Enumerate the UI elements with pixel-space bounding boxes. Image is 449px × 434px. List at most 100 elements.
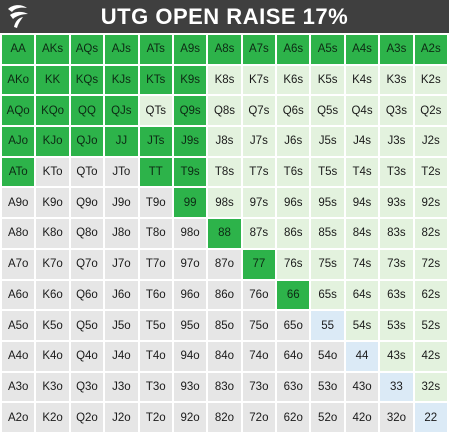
hand-cell-98s[interactable]: 98s — [208, 188, 241, 218]
hand-cell-j2o[interactable]: J2o — [105, 403, 138, 432]
hand-cell-33[interactable]: 33 — [380, 372, 413, 402]
hand-cell-j8o[interactable]: J8o — [105, 219, 138, 248]
hand-cell-74s[interactable]: 74s — [345, 249, 379, 279]
hand-cell-52s[interactable]: 52s — [414, 311, 447, 340]
hand-cell-76s[interactable]: 76s — [277, 249, 310, 279]
hand-cell-kjo[interactable]: KJo — [36, 127, 69, 156]
hand-cell-t3s[interactable]: T3s — [380, 157, 413, 187]
hand-cell-87o[interactable]: 87o — [208, 249, 241, 279]
hand-cell-a4o[interactable]: A4o — [2, 341, 35, 371]
hand-cell-ats[interactable]: ATs — [139, 35, 172, 64]
hand-cell-qjs[interactable]: QJs — [105, 96, 138, 126]
hand-cell-72s[interactable]: 72s — [414, 249, 447, 279]
hand-cell-93s[interactable]: 93s — [380, 188, 413, 218]
hand-cell-tt[interactable]: TT — [139, 157, 172, 187]
hand-cell-75o[interactable]: 75o — [242, 311, 276, 340]
hand-cell-k4o[interactable]: K4o — [36, 341, 69, 371]
hand-cell-55[interactable]: 55 — [311, 311, 344, 340]
hand-cell-t4s[interactable]: T4s — [345, 157, 379, 187]
hand-cell-62s[interactable]: 62s — [414, 280, 447, 310]
hand-cell-t5s[interactable]: T5s — [311, 157, 344, 187]
hand-cell-q6o[interactable]: Q6o — [70, 280, 104, 310]
hand-cell-t7o[interactable]: T7o — [139, 249, 172, 279]
hand-cell-65o[interactable]: 65o — [277, 311, 310, 340]
hand-cell-85o[interactable]: 85o — [208, 311, 241, 340]
hand-cell-a9s[interactable]: A9s — [173, 35, 207, 64]
hand-cell-a6s[interactable]: A6s — [277, 35, 310, 64]
hand-cell-j6s[interactable]: J6s — [277, 127, 310, 156]
hand-cell-jto[interactable]: JTo — [105, 157, 138, 187]
hand-cell-52o[interactable]: 52o — [311, 403, 344, 432]
hand-cell-54o[interactable]: 54o — [311, 341, 344, 371]
hand-cell-54s[interactable]: 54s — [345, 311, 379, 340]
hand-cell-qq[interactable]: QQ — [70, 96, 104, 126]
hand-cell-99[interactable]: 99 — [173, 188, 207, 218]
hand-cell-j2s[interactable]: J2s — [414, 127, 447, 156]
hand-cell-98o[interactable]: 98o — [173, 219, 207, 248]
hand-cell-qjo[interactable]: QJo — [70, 127, 104, 156]
hand-cell-53s[interactable]: 53s — [380, 311, 413, 340]
hand-cell-63s[interactable]: 63s — [380, 280, 413, 310]
hand-cell-q5o[interactable]: Q5o — [70, 311, 104, 340]
hand-cell-94s[interactable]: 94s — [345, 188, 379, 218]
hand-cell-aqo[interactable]: AQo — [2, 96, 35, 126]
hand-cell-83o[interactable]: 83o — [208, 372, 241, 402]
hand-cell-85s[interactable]: 85s — [311, 219, 344, 248]
hand-cell-k6s[interactable]: K6s — [277, 65, 310, 95]
hand-cell-kto[interactable]: KTo — [36, 157, 69, 187]
hand-cell-kqo[interactable]: KQo — [36, 96, 69, 126]
hand-cell-q2o[interactable]: Q2o — [70, 403, 104, 432]
hand-cell-73s[interactable]: 73s — [380, 249, 413, 279]
hand-cell-t6o[interactable]: T6o — [139, 280, 172, 310]
hand-cell-ajo[interactable]: AJo — [2, 127, 35, 156]
hand-cell-k7o[interactable]: K7o — [36, 249, 69, 279]
hand-cell-t8s[interactable]: T8s — [208, 157, 241, 187]
hand-cell-97s[interactable]: 97s — [242, 188, 276, 218]
hand-cell-qto[interactable]: QTo — [70, 157, 104, 187]
hand-cell-75s[interactable]: 75s — [311, 249, 344, 279]
hand-cell-97o[interactable]: 97o — [173, 249, 207, 279]
hand-cell-66[interactable]: 66 — [277, 280, 310, 310]
hand-cell-aks[interactable]: AKs — [36, 35, 69, 64]
hand-cell-82s[interactable]: 82s — [414, 219, 447, 248]
hand-cell-76o[interactable]: 76o — [242, 280, 276, 310]
hand-cell-k3o[interactable]: K3o — [36, 372, 69, 402]
hand-cell-t3o[interactable]: T3o — [139, 372, 172, 402]
hand-cell-t9s[interactable]: T9s — [173, 157, 207, 187]
hand-cell-a3o[interactable]: A3o — [2, 372, 35, 402]
hand-cell-j4o[interactable]: J4o — [105, 341, 138, 371]
hand-cell-j5o[interactable]: J5o — [105, 311, 138, 340]
hand-cell-86o[interactable]: 86o — [208, 280, 241, 310]
hand-cell-62o[interactable]: 62o — [277, 403, 310, 432]
hand-cell-t8o[interactable]: T8o — [139, 219, 172, 248]
hand-cell-53o[interactable]: 53o — [311, 372, 344, 402]
hand-cell-42o[interactable]: 42o — [345, 403, 379, 432]
hand-cell-k6o[interactable]: K6o — [36, 280, 69, 310]
hand-cell-43o[interactable]: 43o — [345, 372, 379, 402]
hand-cell-k8o[interactable]: K8o — [36, 219, 69, 248]
hand-cell-q7o[interactable]: Q7o — [70, 249, 104, 279]
hand-cell-k2s[interactable]: K2s — [414, 65, 447, 95]
hand-cell-a6o[interactable]: A6o — [2, 280, 35, 310]
hand-cell-k5o[interactable]: K5o — [36, 311, 69, 340]
hand-cell-j5s[interactable]: J5s — [311, 127, 344, 156]
hand-cell-64s[interactable]: 64s — [345, 280, 379, 310]
hand-cell-t5o[interactable]: T5o — [139, 311, 172, 340]
hand-cell-92s[interactable]: 92s — [414, 188, 447, 218]
hand-cell-83s[interactable]: 83s — [380, 219, 413, 248]
hand-cell-k3s[interactable]: K3s — [380, 65, 413, 95]
hand-cell-k9s[interactable]: K9s — [173, 65, 207, 95]
hand-cell-ajs[interactable]: AJs — [105, 35, 138, 64]
hand-cell-92o[interactable]: 92o — [173, 403, 207, 432]
hand-cell-65s[interactable]: 65s — [311, 280, 344, 310]
hand-cell-q8s[interactable]: Q8s — [208, 96, 241, 126]
hand-cell-kts[interactable]: KTs — [139, 65, 172, 95]
hand-cell-aqs[interactable]: AQs — [70, 35, 104, 64]
hand-cell-32o[interactable]: 32o — [380, 403, 413, 432]
hand-cell-q5s[interactable]: Q5s — [311, 96, 344, 126]
hand-cell-87s[interactable]: 87s — [242, 219, 276, 248]
hand-cell-aa[interactable]: AA — [2, 35, 35, 64]
hand-cell-ato[interactable]: ATo — [2, 157, 35, 187]
hand-cell-t4o[interactable]: T4o — [139, 341, 172, 371]
hand-cell-q8o[interactable]: Q8o — [70, 219, 104, 248]
